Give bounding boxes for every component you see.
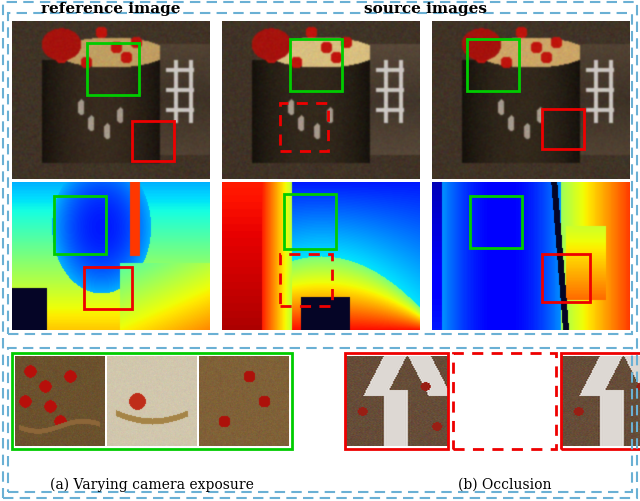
Text: (a) Varying camera exposure: (a) Varying camera exposure: [50, 476, 254, 491]
Bar: [12, 353, 292, 449]
Bar: [8, 14, 632, 334]
Bar: [453, 353, 556, 449]
Text: reference image: reference image: [41, 2, 180, 16]
Bar: [8, 348, 632, 492]
Text: source images: source images: [365, 2, 488, 16]
Bar: [280, 104, 328, 152]
Bar: [542, 255, 590, 303]
Bar: [132, 122, 174, 162]
Text: (b) Occlusion: (b) Occlusion: [458, 477, 551, 491]
Bar: [87, 44, 139, 96]
Bar: [561, 353, 640, 449]
Bar: [470, 196, 522, 248]
Bar: [284, 194, 336, 249]
Bar: [290, 40, 342, 92]
Bar: [345, 353, 448, 449]
Bar: [84, 268, 132, 310]
Bar: [467, 40, 519, 92]
Bar: [54, 196, 106, 255]
Bar: [280, 255, 332, 307]
Bar: [542, 110, 584, 150]
